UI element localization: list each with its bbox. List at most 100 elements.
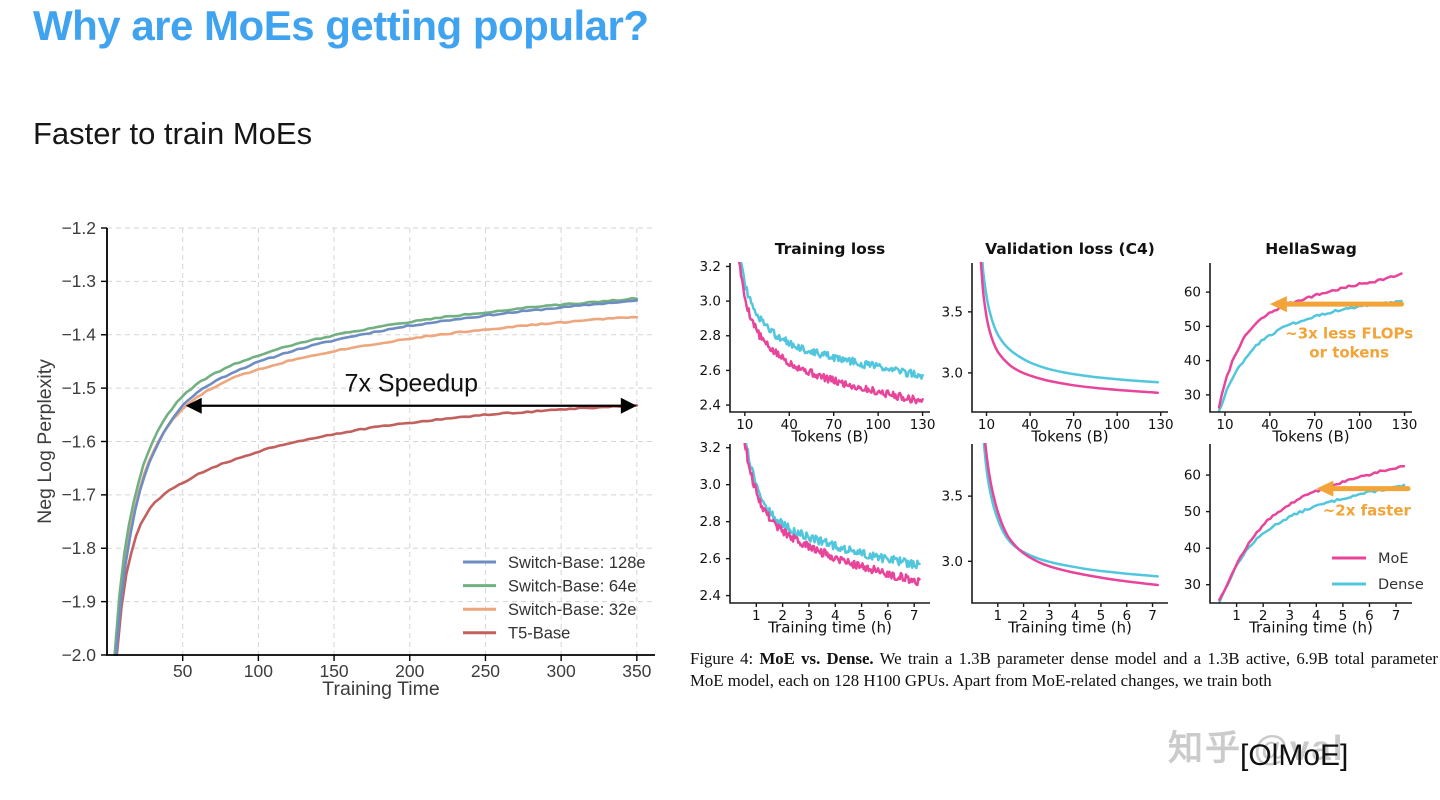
- y-tick-label: 3.2: [700, 259, 721, 275]
- x-axis-label: Tokens (B): [790, 428, 868, 446]
- series-dense: [744, 443, 921, 570]
- x-tick-label: 1: [1232, 608, 1241, 624]
- y-tick-label: 2.4: [700, 398, 721, 414]
- series-t5-base: [115, 404, 639, 656]
- x-tick-label: 6: [1365, 608, 1374, 624]
- slide-subtitle: Faster to train MoEs: [33, 116, 313, 151]
- x-tick-label: 2: [1259, 608, 1268, 624]
- y-tick-label: −2.0: [61, 645, 96, 665]
- series-moe: [1217, 272, 1403, 409]
- x-tick-label: 5: [1097, 608, 1106, 624]
- figure-caption: Figure 4: MoE vs. Dense. We train a 1.3B…: [690, 648, 1438, 691]
- x-tick-label: 130: [1148, 417, 1174, 433]
- series-switch-base-64e: [113, 297, 639, 656]
- y-tick-label: −1.6: [61, 431, 96, 451]
- y-tick-label: 60: [1184, 285, 1201, 301]
- x-tick-label: 4: [831, 608, 840, 624]
- x-tick-label: 40: [1261, 417, 1278, 433]
- chart-panel-tl_time: 1 2 3 4 5 6 7 3.2 3.0 2.8 2.6 2.4 Training time (h): [700, 440, 930, 637]
- series-moe: [1218, 464, 1406, 602]
- y-tick-label: −1.5: [61, 378, 96, 398]
- y-tick-label: 30: [1184, 577, 1201, 593]
- text-annotation: or tokens: [1309, 343, 1389, 361]
- x-tick-label: 5: [857, 608, 866, 624]
- series-switch-base-32e: [114, 315, 639, 656]
- x-tick-label: 3: [1045, 608, 1054, 624]
- chart-title: Validation loss (C4): [985, 240, 1155, 258]
- x-tick-label: 100: [1104, 417, 1130, 433]
- legend-label: T5-Base: [508, 625, 570, 643]
- x-tick-label: 4: [1071, 608, 1080, 624]
- citation-label: [OlMoE]: [1240, 739, 1349, 772]
- y-tick-label: 50: [1184, 319, 1201, 335]
- chart-panel-hs_tokens: 10 40 70 100 130 60 50 40 30 HellaSwag Tokens (B) ~…: [1184, 240, 1418, 446]
- x-tick-label: 2: [1019, 608, 1028, 624]
- x-tick-label: 130: [910, 417, 936, 433]
- series-moe: [979, 262, 1160, 394]
- series-dense: [1218, 483, 1406, 604]
- x-tick-label: 6: [1122, 608, 1131, 624]
- x-tick-label: 4: [1312, 608, 1321, 624]
- switch-transformer-speedup-chart: 50 100 150 200 250 300 350 −1.2 −1.3 −1.4 −1.5 −1.6…: [35, 218, 655, 700]
- x-tick-label: 1: [993, 608, 1002, 624]
- x-tick-label: 7: [1392, 608, 1401, 624]
- legend-label: Switch-Base: 32e: [508, 601, 636, 619]
- series-dense: [982, 443, 1159, 578]
- x-tick-label: 10: [978, 417, 995, 433]
- chart-panel-vl_tokens: 10 40 70 100 130 3.5 3.0 Validation loss (C4) To…: [942, 240, 1174, 446]
- y-tick-label: 30: [1184, 387, 1201, 403]
- series-moe: [743, 443, 921, 587]
- y-tick-label: 3.2: [700, 440, 721, 456]
- y-tick-label: −1.3: [61, 271, 96, 291]
- x-tick-label: 40: [1021, 417, 1038, 433]
- y-tick-label: 3.0: [942, 554, 963, 570]
- x-axis-label: Training Time: [322, 678, 439, 700]
- y-tick-label: 3.0: [700, 294, 721, 310]
- legend-label: Switch-Base: 64e: [508, 577, 636, 595]
- x-tick-label: 300: [547, 661, 576, 681]
- x-axis-label: Training time (h): [1007, 619, 1132, 637]
- x-tick-label: 100: [865, 417, 891, 433]
- page-title: Why are MoEs getting popular?: [33, 2, 649, 49]
- y-tick-label: −1.4: [61, 325, 96, 345]
- y-tick-label: 3.0: [942, 365, 963, 381]
- chart-title: Training loss: [775, 240, 886, 258]
- y-tick-label: 2.4: [700, 588, 721, 604]
- legend-label: MoE: [1378, 551, 1409, 567]
- watermark: 知乎 @val: [1168, 729, 1345, 768]
- y-tick-label: 2.6: [700, 363, 721, 379]
- x-tick-label: 150: [319, 661, 348, 681]
- y-tick-label: −1.7: [61, 485, 96, 505]
- y-tick-label: 2.8: [700, 514, 721, 530]
- x-tick-label: 130: [1392, 417, 1418, 433]
- chart-panel-vl_time: 1 2 3 4 5 6 7 3.5 3.0 Training time (h): [942, 443, 1168, 637]
- y-tick-label: 40: [1184, 353, 1201, 369]
- y-tick-label: 3.5: [942, 304, 963, 320]
- x-tick-label: 70: [1065, 417, 1082, 433]
- x-tick-label: 5: [1339, 608, 1348, 624]
- speedup-annotation: 7x Speedup: [345, 370, 478, 398]
- y-tick-label: 2.6: [700, 551, 721, 567]
- x-tick-label: 50: [173, 661, 193, 681]
- y-tick-label: 3.0: [700, 477, 721, 493]
- x-tick-label: 40: [781, 417, 798, 433]
- y-tick-label: −1.8: [61, 538, 96, 558]
- caption-bold: MoE vs. Dense.: [759, 649, 874, 668]
- x-tick-label: 70: [825, 417, 842, 433]
- caption-text: We train a 1.3B parameter dense model an…: [690, 649, 1438, 690]
- x-axis-label: Training time (h): [1248, 619, 1373, 637]
- y-tick-label: 2.8: [700, 328, 721, 344]
- x-axis-label: Tokens (B): [1271, 428, 1349, 446]
- chart-title: HellaSwag: [1265, 240, 1357, 258]
- text-annotation: ~2x faster: [1323, 501, 1412, 519]
- x-tick-label: 350: [622, 661, 651, 681]
- x-tick-label: 2: [778, 608, 787, 624]
- series-moe: [737, 262, 924, 405]
- y-tick-label: 3.5: [942, 489, 963, 505]
- y-tick-label: −1.2: [61, 218, 96, 238]
- x-tick-label: 100: [244, 661, 273, 681]
- series-switch-base-128e: [114, 299, 639, 656]
- x-tick-label: 3: [805, 608, 814, 624]
- chart-panel-switch: 50 100 150 200 250 300 350 −1.2 −1.3 −1.4 −1.5 −1.6…: [35, 218, 655, 700]
